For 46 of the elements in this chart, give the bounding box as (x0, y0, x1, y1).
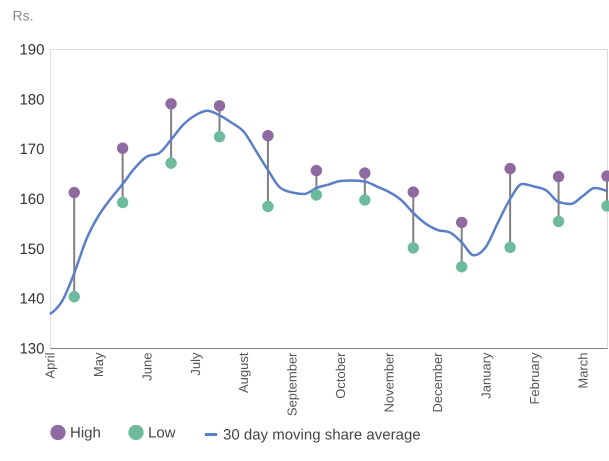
point (262, 130, 274, 142)
x-tick-label: May (90, 352, 106, 378)
x-tick-label: November (382, 352, 397, 412)
x-tick-label: April (42, 352, 58, 379)
y-tick-label: 130 (19, 340, 44, 358)
point (552, 216, 564, 228)
point (165, 98, 177, 110)
x-tick-label: February (526, 352, 542, 405)
legend-label: High (70, 424, 101, 442)
y-tick-label: 140 (19, 290, 44, 308)
x-tick-label: August (236, 352, 252, 393)
y-tick-label: 190 (19, 42, 44, 58)
y-tick-label: 170 (19, 141, 44, 158)
x-tick-label: July (188, 352, 203, 376)
y-tick-label: 180 (19, 91, 44, 108)
point (310, 189, 322, 201)
x-tick-label: October (333, 352, 348, 399)
legend-label: 30 day moving share average (223, 426, 421, 444)
point (456, 261, 468, 272)
x-tick-label: March (575, 352, 590, 389)
point (359, 194, 371, 206)
y-axis-title: Rs. (12, 8, 34, 24)
x-tick-label: January (478, 352, 494, 399)
x-tick-label: December (430, 352, 445, 412)
point (68, 186, 80, 198)
point (165, 157, 177, 169)
x-tick-label: September (284, 352, 300, 416)
point (116, 142, 128, 154)
point (262, 200, 274, 212)
x-tick-label: June (139, 352, 154, 381)
point (408, 242, 419, 254)
point (68, 290, 80, 302)
point (214, 100, 226, 112)
y-tick-label: 160 (19, 191, 44, 208)
point (310, 164, 322, 176)
point (408, 186, 419, 198)
point (504, 242, 516, 254)
point (359, 167, 371, 179)
point (116, 196, 128, 208)
point (456, 216, 468, 228)
point (552, 170, 564, 182)
point (504, 162, 516, 174)
line-series (48, 110, 608, 316)
y-tick-label: 150 (19, 240, 44, 258)
point (214, 131, 226, 142)
legend-label: Low (148, 424, 176, 442)
